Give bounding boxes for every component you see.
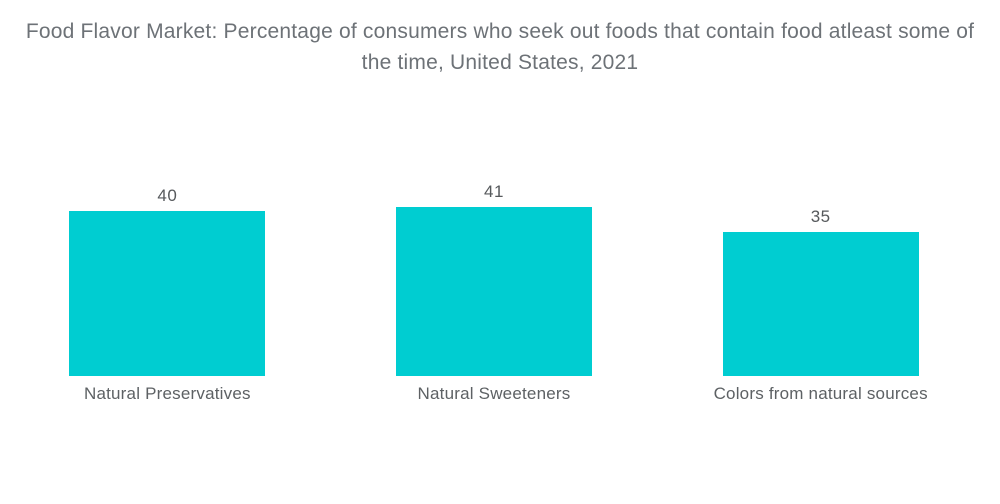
category-label: Natural Preservatives [83, 384, 251, 403]
bar-chart-plot-area: 40 41 35 [0, 160, 1000, 376]
bar [722, 232, 919, 376]
bar-value-label: 35 [810, 207, 831, 226]
category-label: Colors from natural sources [713, 384, 928, 403]
chart-title: Food Flavor Market: Percentage of consum… [25, 20, 975, 74]
bar [396, 207, 592, 376]
category-label-row: Natural Preservatives Natural Sweeteners C… [0, 384, 1000, 404]
bar-value-label: 40 [157, 186, 178, 205]
bar [69, 211, 266, 376]
bar-column: 40 [4, 160, 331, 376]
bar-column: 41 [331, 160, 658, 376]
bar-column: 35 [657, 160, 984, 376]
bar-value-label: 41 [484, 182, 504, 201]
category-label: Natural Sweeteners [417, 384, 571, 403]
